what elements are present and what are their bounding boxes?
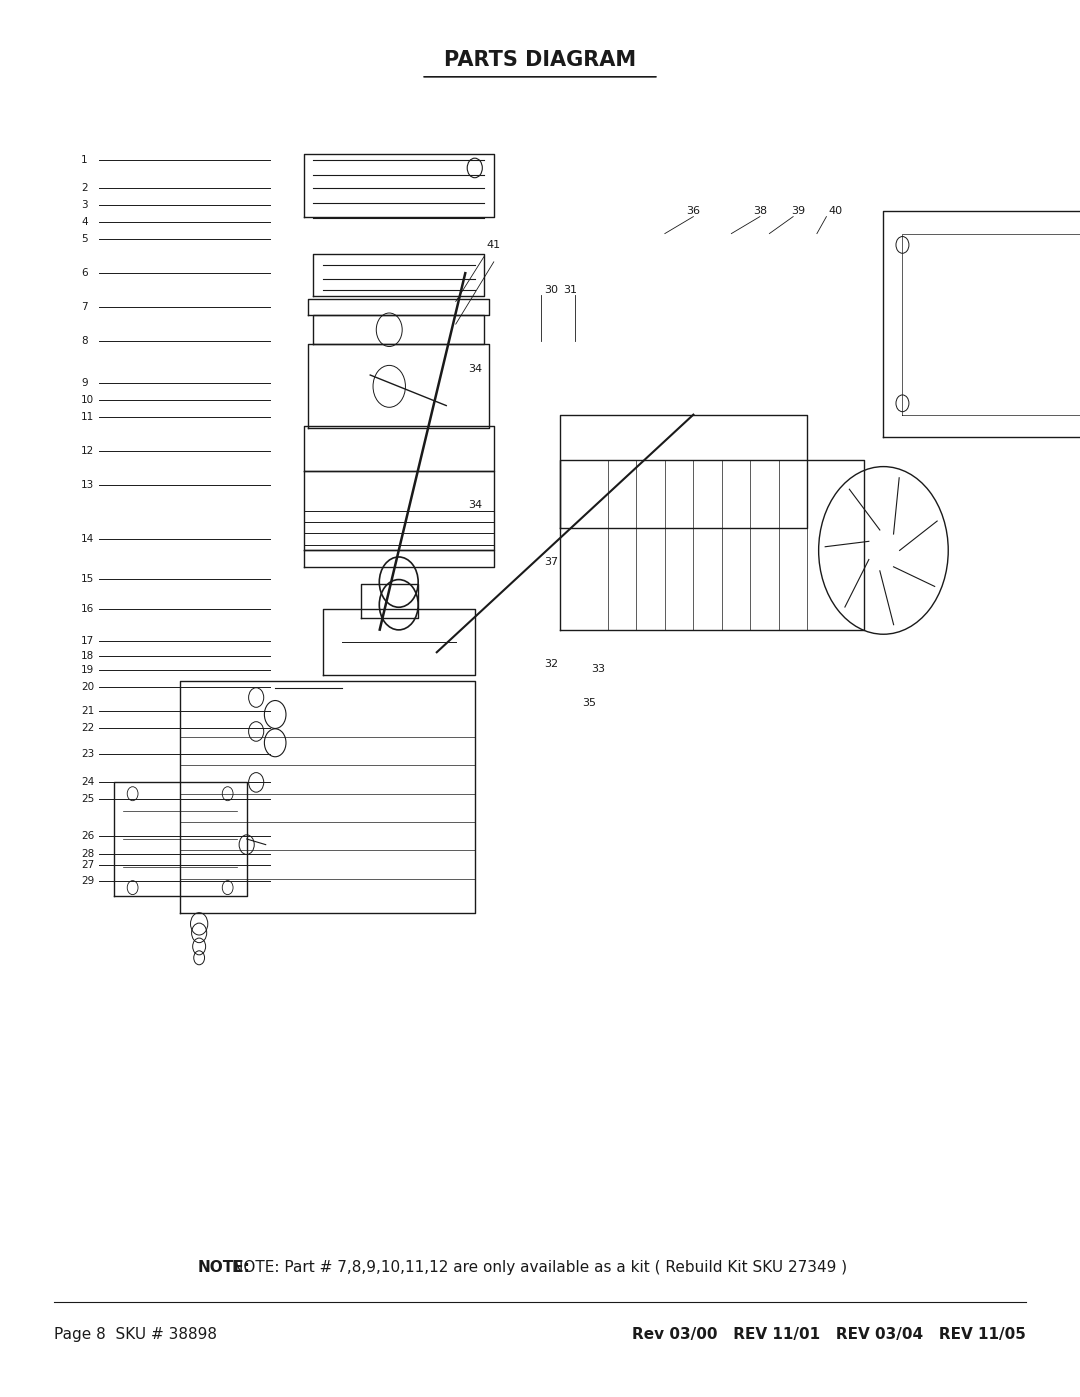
Text: 28: 28 (81, 849, 94, 859)
Text: 35: 35 (582, 698, 596, 708)
Text: 11: 11 (81, 412, 94, 422)
Text: 22: 22 (81, 724, 94, 733)
Text: NOTE:: NOTE: (198, 1260, 251, 1274)
Text: 15: 15 (81, 574, 94, 584)
Text: 19: 19 (81, 665, 94, 675)
Text: 14: 14 (81, 534, 94, 543)
Text: 36: 36 (687, 205, 700, 217)
Text: 24: 24 (81, 777, 94, 788)
Text: 3: 3 (81, 200, 87, 211)
Text: 38: 38 (753, 205, 767, 217)
Text: 31: 31 (563, 285, 577, 295)
Text: 13: 13 (81, 479, 94, 490)
Text: 29: 29 (81, 876, 94, 886)
Text: 16: 16 (81, 605, 94, 615)
Text: 6: 6 (81, 268, 87, 278)
Text: Page 8  SKU # 38898: Page 8 SKU # 38898 (54, 1327, 217, 1343)
Text: 21: 21 (81, 705, 94, 717)
Text: 26: 26 (81, 831, 94, 841)
Text: 33: 33 (592, 664, 605, 675)
Text: NOTE: Part # 7,8,9,10,11,12 are only available as a kit ( Rebuild Kit SKU 27349 : NOTE: Part # 7,8,9,10,11,12 are only ava… (232, 1260, 848, 1274)
Text: 4: 4 (81, 218, 87, 228)
Text: 9: 9 (81, 379, 87, 388)
Text: 27: 27 (81, 861, 94, 870)
Text: 23: 23 (81, 749, 94, 759)
Text: 40: 40 (828, 205, 843, 217)
Text: 20: 20 (81, 682, 94, 693)
Text: 39: 39 (791, 205, 805, 217)
Text: 32: 32 (543, 658, 558, 669)
Text: 34: 34 (468, 365, 482, 374)
Text: 12: 12 (81, 446, 94, 455)
Text: 5: 5 (81, 235, 87, 244)
Text: 17: 17 (81, 636, 94, 645)
Text: 8: 8 (81, 337, 87, 346)
Text: 25: 25 (81, 795, 94, 805)
Text: 37: 37 (543, 557, 558, 567)
Text: 18: 18 (81, 651, 94, 661)
Text: Rev 03/00   REV 11/01   REV 03/04   REV 11/05: Rev 03/00 REV 11/01 REV 03/04 REV 11/05 (632, 1327, 1026, 1343)
Text: 41: 41 (487, 240, 501, 250)
Text: 7: 7 (81, 302, 87, 312)
Text: 1: 1 (81, 155, 87, 165)
Text: 10: 10 (81, 395, 94, 405)
Text: PARTS DIAGRAM: PARTS DIAGRAM (444, 50, 636, 70)
Text: 34: 34 (468, 500, 482, 510)
Text: 2: 2 (81, 183, 87, 193)
Text: 30: 30 (544, 285, 557, 295)
